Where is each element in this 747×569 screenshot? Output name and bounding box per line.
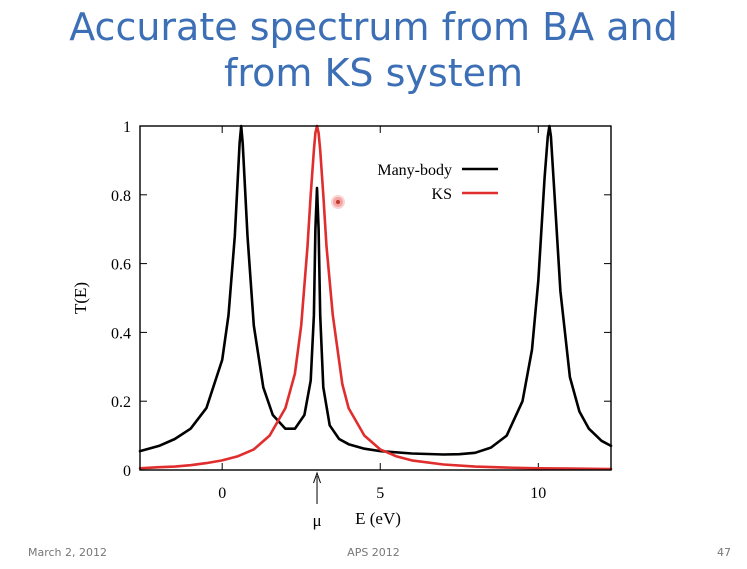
- tick-labels: 0 5 10 0 0.2 0.4 0.6 0.8 1: [111, 119, 546, 502]
- y-tick-label: 0.4: [111, 325, 131, 342]
- y-tick-label: 0.2: [111, 394, 131, 411]
- axis-ticks: [140, 125, 611, 471]
- slide-title-line-2: from KS system: [223, 51, 523, 95]
- y-tick-label: 0.6: [111, 257, 131, 274]
- series-lines: [138, 124, 613, 471]
- y-tick-label: 0: [123, 463, 131, 480]
- x-axis-label: E (eV): [355, 509, 401, 528]
- footer-page-number: 47: [717, 546, 731, 559]
- y-tick-label: 1: [123, 119, 131, 136]
- footer-date: March 2, 2012: [28, 546, 108, 559]
- laser-pointer: [333, 197, 343, 207]
- series-line-many-body: [138, 124, 613, 456]
- mu-label: μ: [312, 511, 321, 530]
- plot-frame: [139, 125, 612, 471]
- legend: Many-body KS: [377, 162, 498, 203]
- x-tick-label: 0: [218, 485, 226, 502]
- mu-annotation: μ: [312, 471, 322, 530]
- x-tick-label: 5: [376, 485, 384, 502]
- y-tick-label: 0.8: [111, 188, 131, 205]
- y-axis-label: T(E): [71, 282, 90, 314]
- series-line-ks: [138, 124, 613, 471]
- x-tick-label: 10: [530, 485, 546, 502]
- slide-title-line-1: Accurate spectrum from BA and: [69, 5, 678, 49]
- legend-label: Many-body: [377, 162, 452, 179]
- footer-conference: APS 2012: [347, 546, 400, 559]
- mu-arrow-head: [313, 471, 321, 484]
- slide-title: Accurate spectrum from BA and from KS sy…: [0, 4, 747, 96]
- legend-label: KS: [432, 186, 452, 203]
